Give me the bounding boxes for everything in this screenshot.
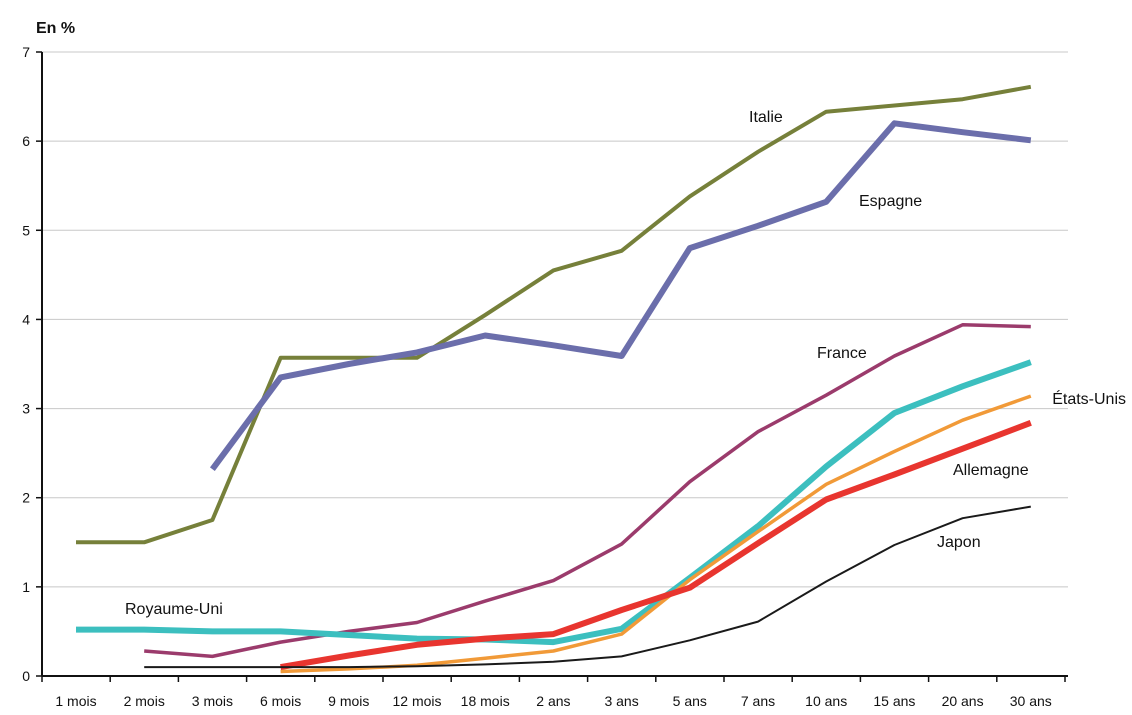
- y-tick-label: 3: [22, 401, 30, 417]
- y-axis-unit-label: En %: [36, 20, 75, 37]
- y-tick-label: 6: [22, 133, 30, 149]
- series-line-japon: [144, 505, 1031, 669]
- gridlines: [42, 51, 1068, 588]
- series-label--tats-unis: États-Unis: [1052, 389, 1126, 408]
- y-tick-label: 5: [22, 222, 30, 238]
- x-tick-label: 3 mois: [192, 693, 233, 709]
- x-tick-label: 6 mois: [260, 693, 301, 709]
- series-label-italie: Italie: [749, 109, 783, 126]
- y-tick-label: 7: [22, 44, 30, 60]
- series-labels: Italie Espagne France Royaume-Uni États-Unis…: [125, 109, 1126, 618]
- series-lines: [76, 84, 1032, 674]
- x-tick-label: 5 ans: [673, 693, 707, 709]
- series-line-france: [144, 323, 1031, 659]
- x-tick-label: 7 ans: [741, 693, 775, 709]
- series-label-royaume-uni: Royaume-Uni: [125, 601, 223, 618]
- x-tick-label: 9 mois: [328, 693, 369, 709]
- x-tick-label: 2 mois: [124, 693, 165, 709]
- series-label-espagne: Espagne: [859, 193, 922, 210]
- y-tick-label: 2: [22, 490, 30, 506]
- x-tick-label: 15 ans: [873, 693, 915, 709]
- series-label-france: France: [817, 345, 867, 362]
- y-tick-label: 4: [22, 311, 30, 327]
- x-tick-label: 18 mois: [461, 693, 510, 709]
- y-tick-labels: 0 1 2 3 4 5 6 7: [22, 44, 30, 684]
- series-line-royaume-uni: [76, 359, 1032, 646]
- x-tick-label: 12 mois: [392, 693, 441, 709]
- y-tick-label: 1: [22, 579, 30, 595]
- x-tick-label: 20 ans: [942, 693, 984, 709]
- x-tick-label: 3 ans: [604, 693, 638, 709]
- series-line--tats-unis: [280, 394, 1032, 674]
- x-tick-label: 2 ans: [536, 693, 570, 709]
- x-tick-label: 10 ans: [805, 693, 847, 709]
- series-label-allemagne: Allemagne: [953, 462, 1029, 479]
- series-line-allemagne: [280, 419, 1032, 671]
- series-label-japon: Japon: [937, 534, 981, 551]
- axes: [36, 51, 1068, 682]
- series-line-italie: [76, 84, 1032, 545]
- series-line-espagne: [209, 120, 1032, 471]
- x-tick-labels: 1 mois 2 mois 3 mois 6 mois 9 mois 12 mois 18 …: [55, 693, 1051, 709]
- y-tick-label: 0: [22, 668, 30, 684]
- x-tick-label: 1 mois: [55, 693, 96, 709]
- x-tick-label: 30 ans: [1010, 693, 1052, 709]
